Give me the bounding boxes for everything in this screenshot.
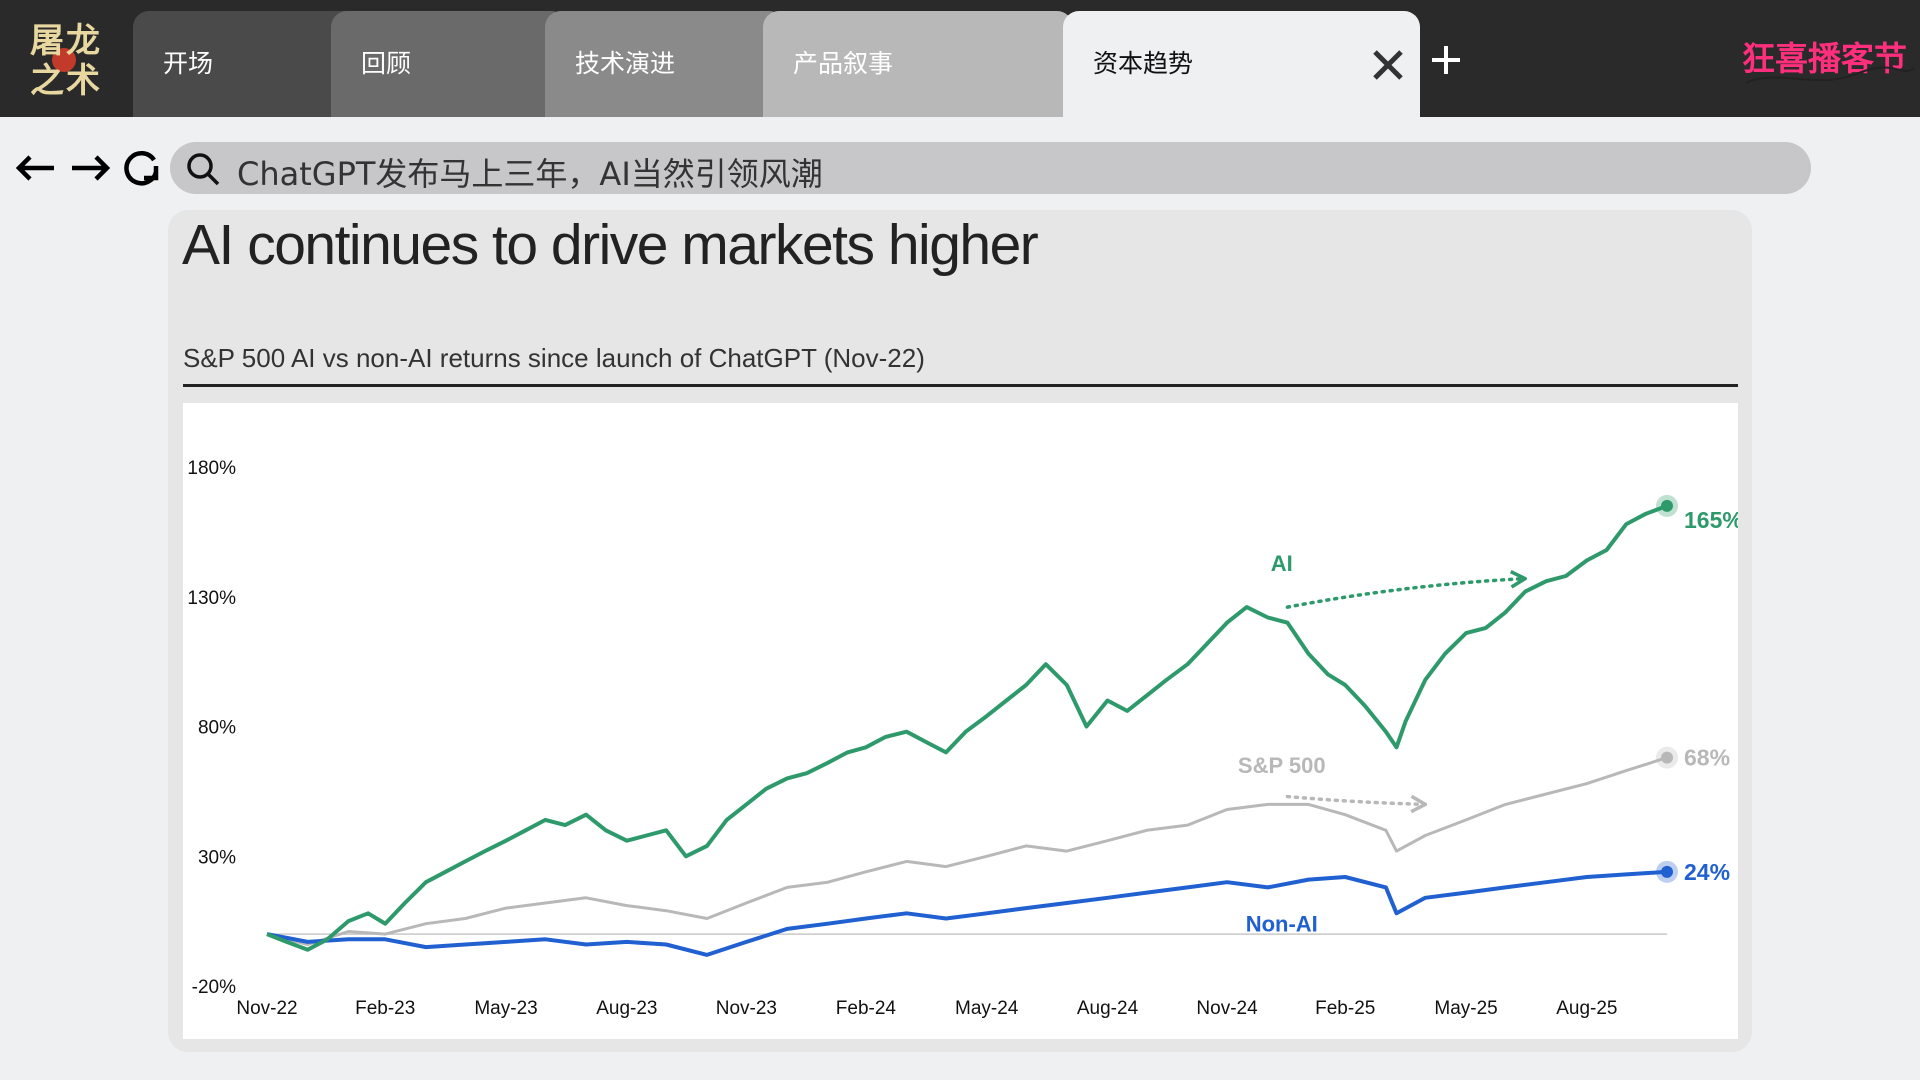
non-ai-end-label: 24%: [1684, 859, 1730, 885]
tab-review[interactable]: 回顾: [331, 11, 567, 117]
x-tick-label: Nov-24: [1196, 998, 1258, 1019]
brand-logo: 狂喜播客节: [1736, 28, 1916, 98]
non-ai-series-line: [266, 869, 1668, 957]
reload-icon[interactable]: [120, 148, 164, 188]
ai-series-label: AI: [1271, 551, 1293, 576]
brand-signature-stroke: [1745, 66, 1915, 84]
close-icon[interactable]: [1370, 47, 1406, 83]
brand-scribble: [1745, 66, 1915, 84]
sp500-series-line: [266, 756, 1668, 946]
arrow-left-icon[interactable]: [14, 148, 58, 188]
sp500-end-label: 68%: [1684, 745, 1730, 771]
x-tick-label: May-25: [1434, 998, 1497, 1019]
tab-label: 开场: [163, 49, 214, 78]
x-tick-label: May-23: [474, 998, 537, 1019]
tab-capital-trends[interactable]: 资本趋势: [1063, 11, 1420, 117]
new-tab-plus-icon[interactable]: [1430, 44, 1462, 76]
logo-seal: [52, 48, 76, 72]
tab-bar: 屠 龙 之 术 开场 回顾 技术演进 产品叙事 资本趋势 狂喜播客节: [0, 0, 1920, 117]
x-tick-label: Aug-25: [1556, 998, 1617, 1019]
address-bar[interactable]: ChatGPT发布马上三年，AI当然引领风潮: [170, 142, 1811, 194]
tab-opening[interactable]: 开场: [133, 11, 365, 117]
chart-plot-area: -20% 30% 80% 130% 180% Nov-22 Feb-23 May-23 Aug-…: [183, 403, 1743, 1039]
chart-subtitle: S&P 500 AI vs non-AI returns since launc…: [183, 343, 925, 373]
tab-tech-evolution[interactable]: 技术演进: [545, 11, 785, 117]
ai-arrowhead: [1509, 570, 1527, 589]
x-tick-label: Nov-22: [236, 998, 297, 1019]
y-tick-label: 30%: [198, 847, 236, 868]
search-icon: [187, 153, 220, 186]
ai-end-point: [1661, 499, 1673, 512]
non-ai-end-point: [1661, 865, 1673, 878]
logo-graphic: 屠 龙 之 术: [30, 22, 100, 100]
x-tick-label: Aug-23: [596, 998, 657, 1019]
logo-char-2: 龙: [66, 22, 100, 60]
sp500-end-point: [1661, 751, 1673, 764]
tab-label: 产品叙事: [793, 49, 894, 78]
y-tick-label: 80%: [198, 718, 236, 739]
non-ai-series-label: Non-AI: [1246, 912, 1318, 937]
tab-label: 技术演进: [575, 49, 676, 78]
chart-title: AI continues to drive markets higher: [182, 213, 1039, 277]
x-tick-label: May-24: [955, 998, 1019, 1019]
x-tick-label: Aug-24: [1077, 998, 1139, 1019]
x-tick-label: Feb-23: [355, 998, 415, 1019]
tab-label: 资本趋势: [1093, 49, 1194, 78]
sp500-dotted-arrow: [1285, 794, 1428, 807]
tab-product-narrative[interactable]: 产品叙事: [763, 11, 1073, 117]
address-text: ChatGPT发布马上三年，AI当然引领风潮: [237, 155, 823, 193]
y-tick-label: 130%: [187, 588, 236, 609]
app-logo: 屠 龙 之 术: [14, 8, 114, 108]
logo-char-3: 之: [30, 62, 64, 100]
sp500-series-label: S&P 500: [1238, 753, 1326, 778]
ai-series-line: [266, 504, 1668, 952]
ai-end-label: 165%: [1684, 507, 1738, 533]
logo-char-4: 术: [66, 62, 100, 100]
logo-char-1: 屠: [30, 22, 64, 60]
brand-title: 狂喜播客节: [1742, 39, 1907, 78]
ai-dotted-arrow: [1285, 576, 1527, 609]
x-tick-label: Feb-25: [1315, 998, 1375, 1019]
line-chart: -20% 30% 80% 130% 180% Nov-22 Feb-23 May-23 Aug-…: [187, 458, 1742, 1019]
sp500-arrowhead: [1410, 794, 1428, 814]
title-rule: [183, 384, 1738, 387]
x-tick-label: Nov-23: [716, 998, 777, 1019]
x-tick-label: Feb-24: [836, 998, 897, 1019]
y-tick-label: -20%: [192, 977, 236, 998]
tab-label: 回顾: [361, 49, 412, 78]
y-tick-label: 180%: [187, 458, 236, 479]
arrow-right-icon[interactable]: [68, 148, 112, 188]
